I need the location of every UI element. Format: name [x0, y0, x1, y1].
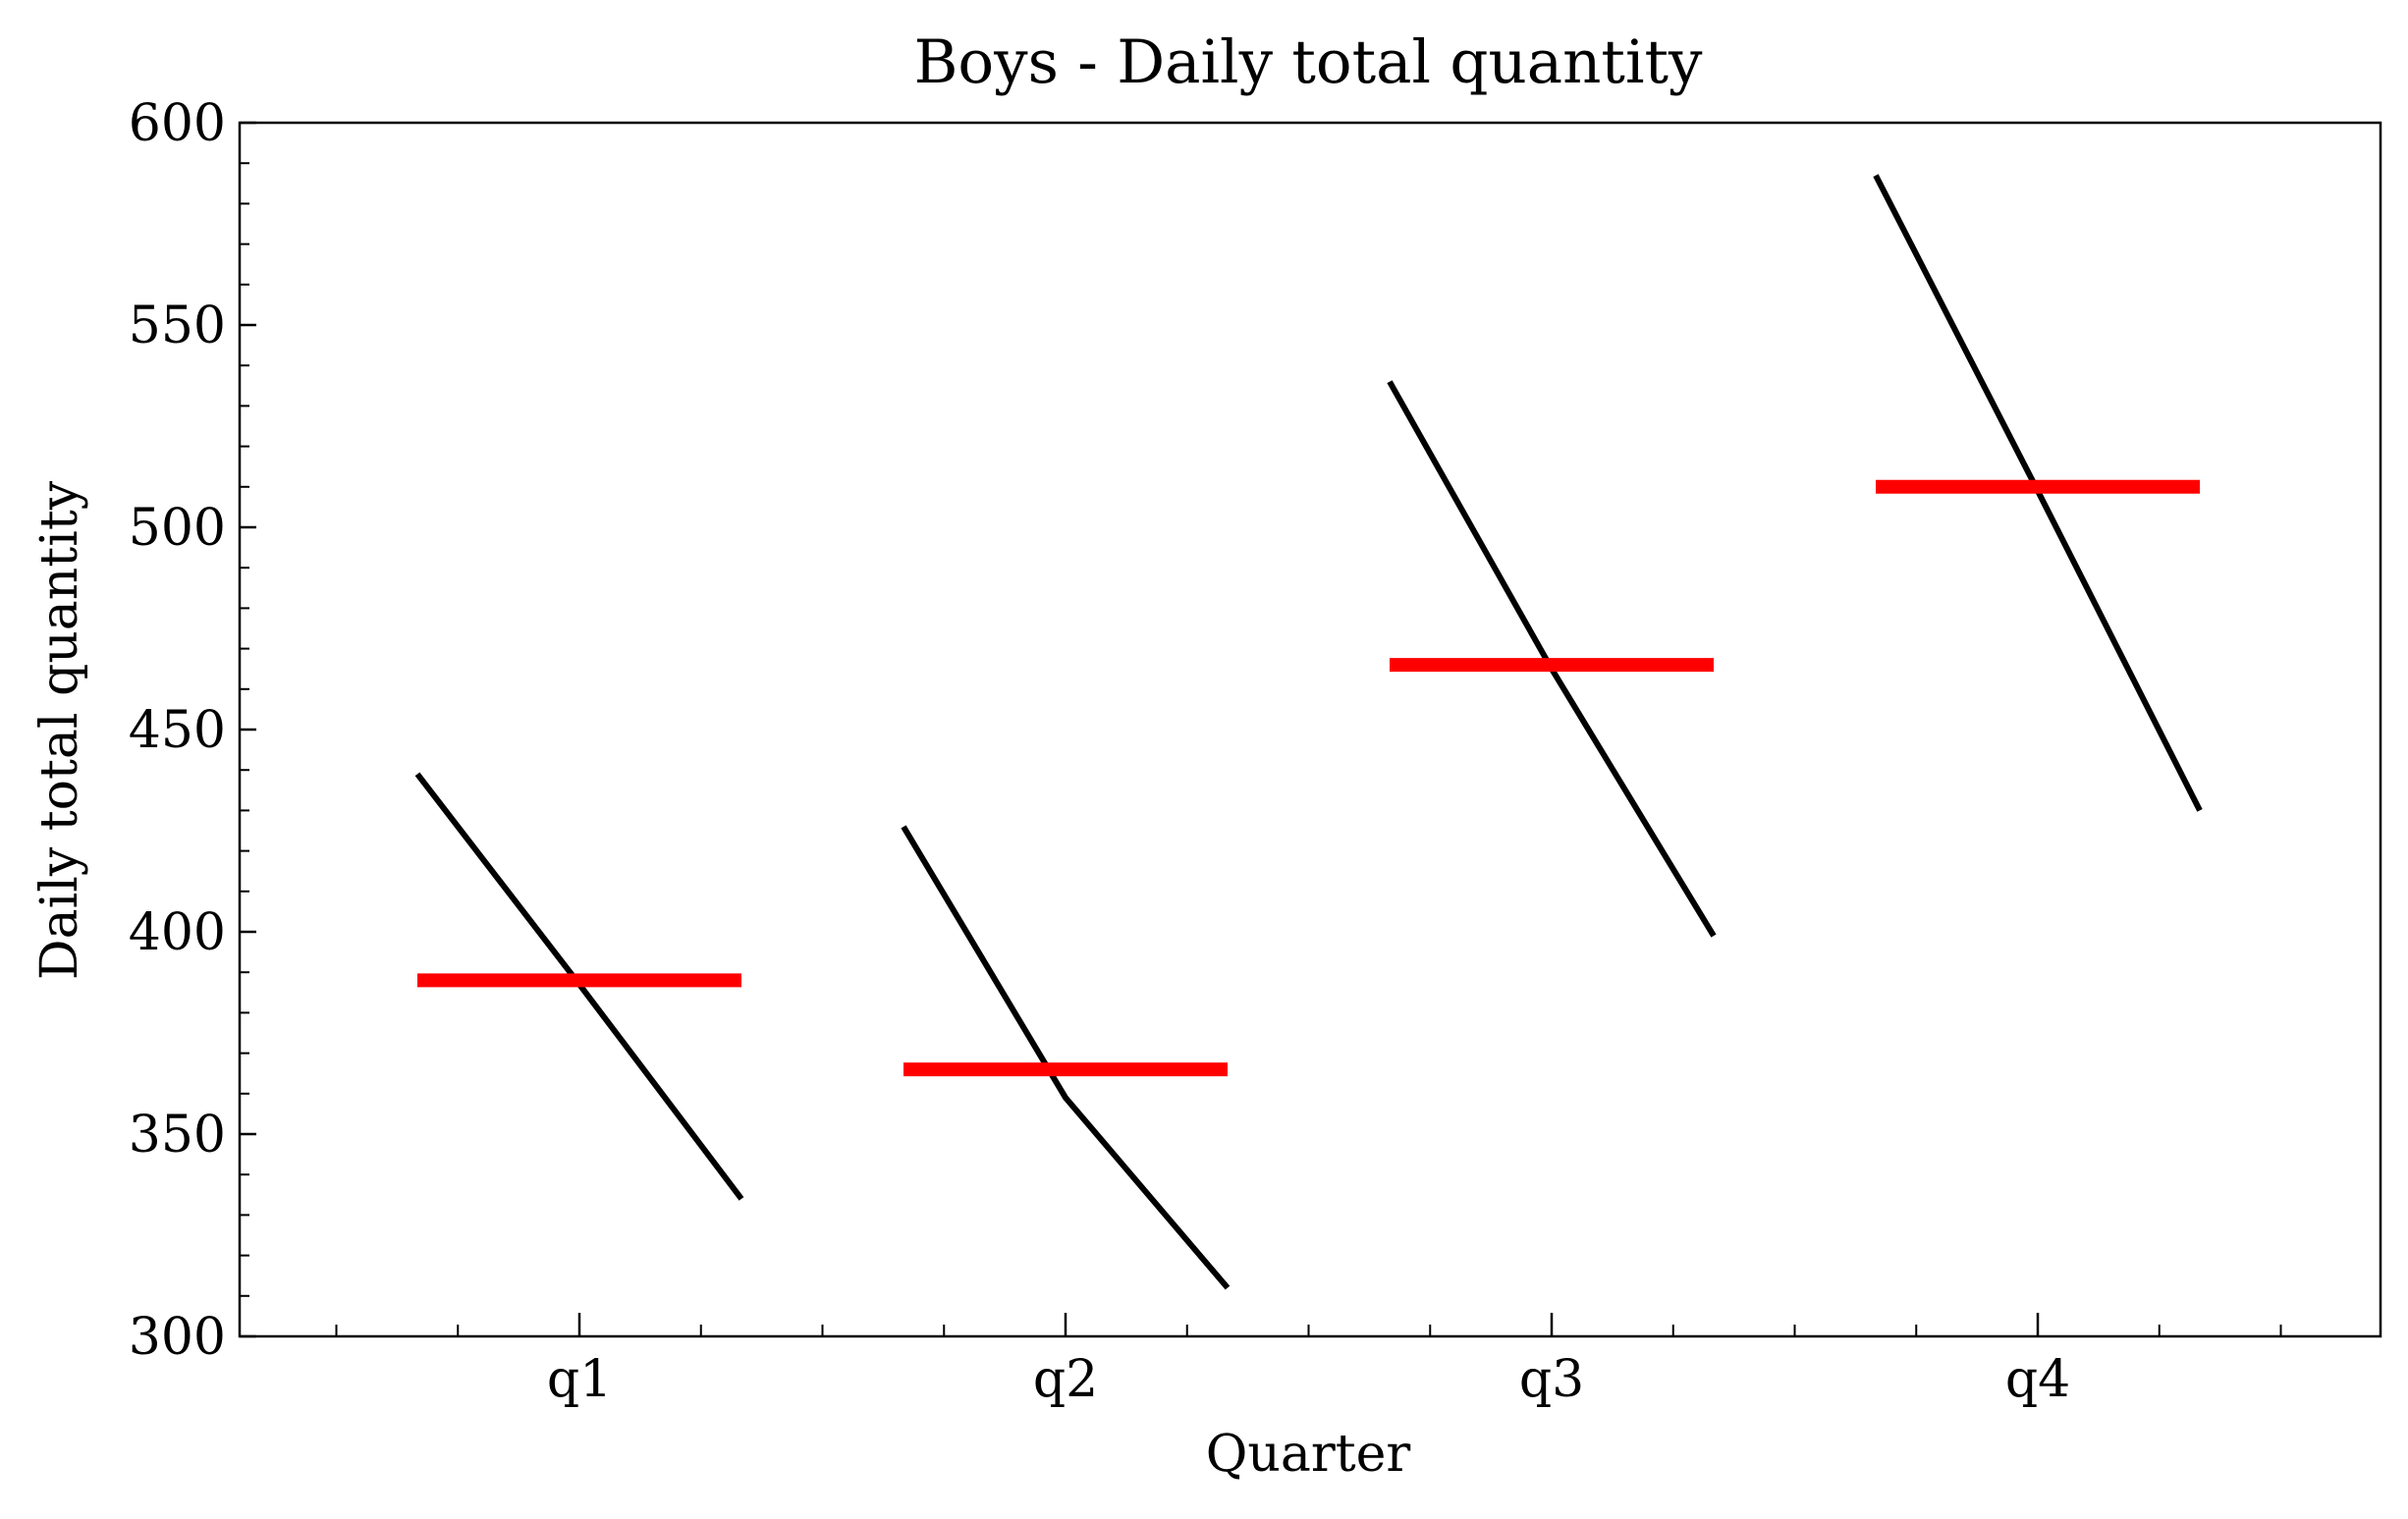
x-tick-label: q2: [1033, 1350, 1098, 1409]
labels-layer: Boys - Daily total quantity Quarter Dail…: [30, 27, 1703, 1484]
ticks-layer: 300 350 400 450 500 550 600 q1 q2 q3 q4: [129, 94, 2282, 1409]
y-tick-label: 300: [129, 1308, 226, 1367]
x-tick-label: q4: [2005, 1350, 2070, 1409]
axes-frame: [238, 121, 2382, 1338]
x-axis-label: Quarter: [1206, 1425, 1411, 1484]
y-tick-label: 450: [129, 701, 226, 760]
y-tick-label: 550: [129, 297, 226, 355]
y-tick-label: 350: [129, 1106, 226, 1165]
x-tick-label: q1: [547, 1350, 612, 1409]
plot-area: [238, 121, 2382, 1338]
x-tick-label: q3: [1519, 1350, 1584, 1409]
y-tick-label: 500: [129, 499, 226, 558]
y-tick-label: 400: [129, 903, 226, 962]
subseries-line-q2: [901, 825, 1231, 1290]
y-axis-label: Daily total quantity: [30, 480, 89, 980]
chart-title: Boys - Daily total quantity: [914, 27, 1703, 97]
series-layer: [414, 174, 2203, 1290]
y-tick-label: 600: [129, 94, 226, 153]
